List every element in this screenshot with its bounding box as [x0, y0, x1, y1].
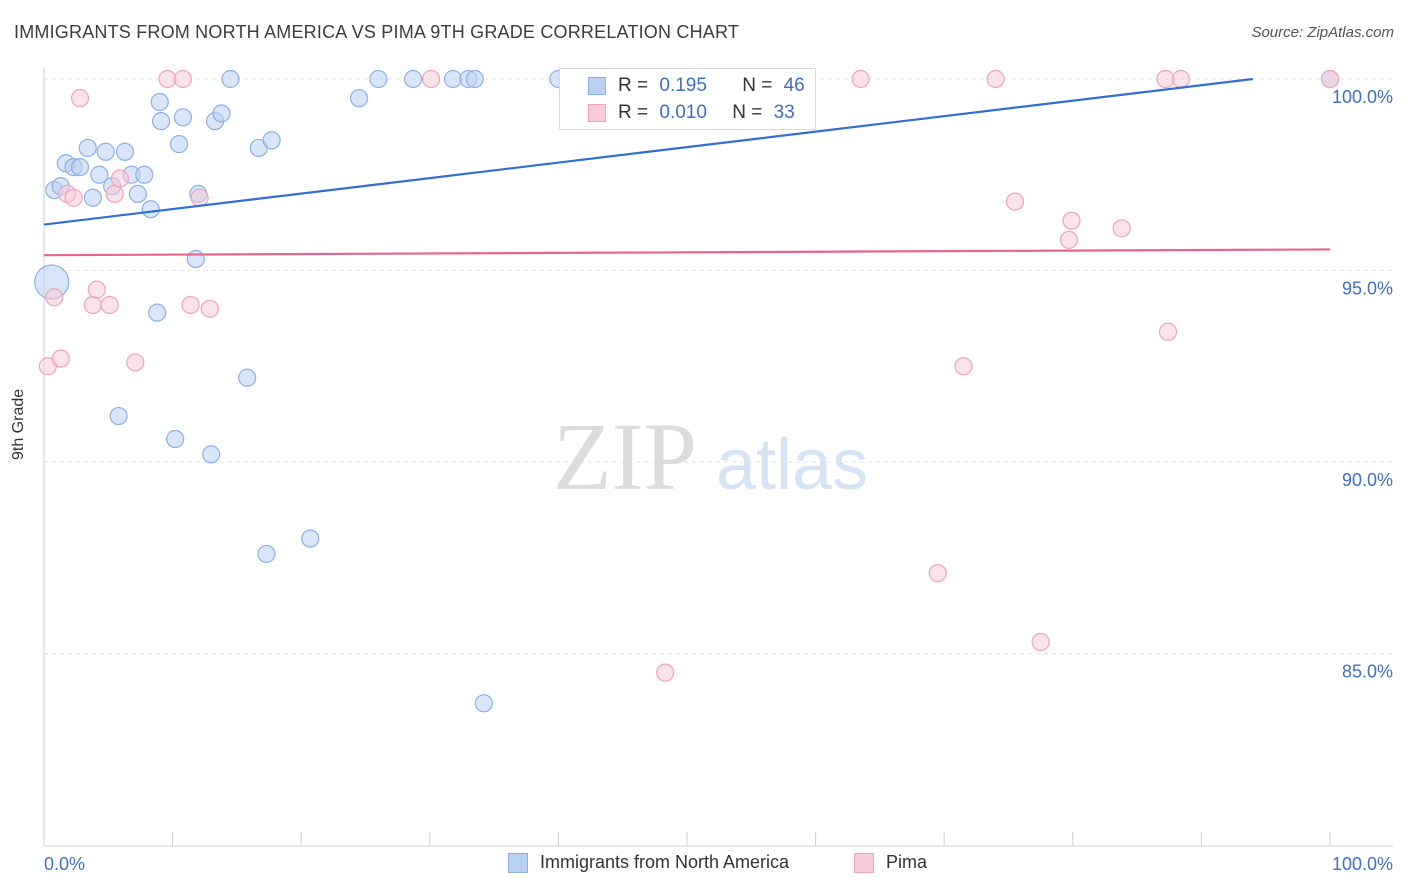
legend-r-value: 0.010	[659, 102, 707, 123]
point-immigrants	[135, 165, 154, 184]
point-pima	[158, 69, 177, 89]
point-pima	[64, 188, 83, 207]
point-pima	[1062, 211, 1081, 230]
point-pima	[954, 357, 973, 376]
legend-swatch-pink	[588, 104, 606, 122]
point-immigrants	[173, 108, 192, 127]
point-immigrants	[202, 445, 221, 464]
point-immigrants	[212, 104, 231, 123]
point-immigrants	[369, 69, 388, 89]
point-immigrants	[148, 303, 167, 322]
bottom-legend-label-immigrants: Immigrants from North America	[540, 852, 790, 872]
legend-r-label: R =	[618, 102, 649, 123]
chart-title: IMMIGRANTS FROM NORTH AMERICA VS PIMA 9T…	[14, 22, 740, 42]
point-immigrants	[238, 368, 257, 387]
point-immigrants	[151, 112, 171, 131]
point-pima	[1156, 69, 1175, 89]
point-pima	[1005, 192, 1025, 211]
grid-lines	[44, 78, 1393, 654]
point-pima	[986, 69, 1005, 89]
point-pima	[190, 188, 209, 207]
legend-n-value: 46	[783, 75, 805, 96]
point-immigrants	[70, 157, 90, 177]
x-ticks	[43, 832, 1331, 846]
legend-n-label: N =	[742, 75, 773, 96]
watermark-atlas: atlas	[716, 425, 868, 505]
bottom-legend-label-pima: Pima	[886, 852, 928, 872]
point-pima	[70, 89, 90, 108]
point-pima	[421, 69, 441, 89]
point-pima	[1031, 632, 1050, 652]
trend-lines	[43, 77, 1331, 257]
point-immigrants	[186, 249, 205, 269]
point-immigrants	[128, 184, 147, 203]
point-pima	[45, 288, 64, 307]
x-tick-label-max: 100.0%	[1332, 854, 1393, 874]
point-immigrants	[301, 529, 320, 548]
point-pima	[1320, 69, 1340, 89]
point-pima	[83, 295, 102, 315]
legend-r-label: R =	[618, 75, 649, 96]
point-pima	[105, 184, 124, 203]
point-pima	[928, 563, 947, 583]
point-immigrants	[169, 135, 189, 154]
point-immigrants	[90, 165, 109, 184]
series-pima-points	[38, 69, 1340, 682]
point-pima	[1171, 69, 1190, 89]
point-pima	[87, 280, 106, 299]
y-tick-label: 95.0%	[1342, 279, 1393, 299]
point-immigrants	[443, 69, 463, 89]
point-pima	[110, 169, 129, 188]
point-pima	[656, 663, 675, 682]
point-pima	[181, 295, 200, 315]
series-immigrants-points	[34, 69, 1340, 713]
x-tick-label-min: 0.0%	[44, 854, 85, 874]
point-pima	[51, 349, 70, 368]
legend-swatch-blue	[588, 77, 606, 95]
point-immigrants	[150, 92, 169, 112]
point-pima	[126, 353, 145, 372]
point-pima	[1059, 230, 1079, 249]
point-immigrants	[262, 131, 281, 150]
point-immigrants	[349, 89, 369, 108]
point-immigrants	[109, 406, 128, 426]
y-axis-label: 9th Grade	[10, 388, 27, 460]
legend-n-value: 33	[773, 102, 795, 123]
point-immigrants	[96, 142, 115, 161]
point-pima	[200, 299, 219, 318]
point-immigrants	[166, 429, 185, 449]
point-immigrants	[465, 69, 484, 89]
point-pima	[1158, 322, 1178, 341]
bottom-legend-swatch-blue	[508, 853, 528, 873]
point-immigrants	[474, 694, 493, 713]
y-tick-label: 100.0%	[1332, 87, 1393, 107]
point-immigrants	[78, 138, 97, 158]
watermark: ZIP atlas	[553, 403, 868, 510]
point-immigrants	[115, 142, 135, 161]
source-credit: Source: ZipAtlas.com	[1251, 24, 1394, 41]
watermark-zip: ZIP	[553, 403, 697, 510]
trend-line-immigrants	[43, 77, 1253, 226]
axes	[43, 68, 1393, 847]
point-pima	[173, 69, 192, 89]
legend-n-label: N =	[732, 102, 763, 123]
point-pima	[851, 69, 870, 89]
bottom-legend-swatch-pink	[854, 853, 874, 873]
point-immigrants	[141, 200, 160, 219]
y-tick-label: 85.0%	[1342, 662, 1393, 682]
point-immigrants	[257, 544, 276, 564]
correlation-legend: R = 0.195 N = 46 R = 0.010 N = 33	[559, 68, 816, 130]
point-immigrants	[221, 69, 240, 89]
legend-r-value: 0.195	[659, 75, 707, 96]
y-tick-label: 90.0%	[1342, 470, 1393, 490]
trend-line-pima	[43, 248, 1331, 257]
y-tick-labels: 100.0% 95.0% 90.0% 85.0%	[1332, 87, 1393, 682]
point-pima	[100, 295, 119, 315]
point-immigrants	[403, 69, 423, 89]
point-pima	[1112, 219, 1131, 238]
point-immigrants	[83, 188, 102, 207]
